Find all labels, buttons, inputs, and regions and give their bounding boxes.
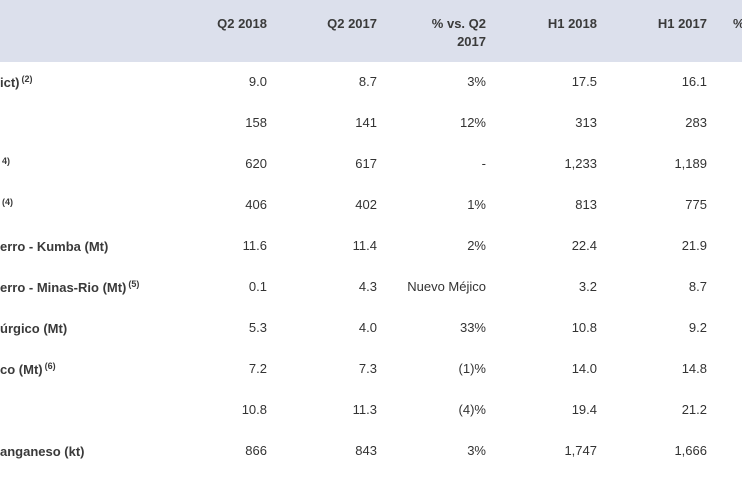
cell-pct-vs-q2: 3%: [467, 443, 486, 458]
cell-q2-2017: 4.0: [358, 320, 377, 335]
header-pct-vs-q2: % vs. Q2 2017: [432, 15, 486, 51]
cell-h1-2018: 10.8: [571, 320, 597, 335]
header-pct-vs-q2-line2: 2017: [457, 34, 486, 49]
cell-q2-2018: 866: [245, 443, 267, 458]
cell-q2-2017: 402: [355, 197, 377, 212]
header-h1-2017: H1 2017: [657, 16, 707, 31]
row-label-footnote: (6): [44, 361, 56, 371]
cell-pct-vs-q2: 12%: [459, 115, 486, 130]
cell-q2-2017: 7.3: [358, 361, 377, 376]
row-label-footnote: (2): [21, 74, 33, 84]
cell-pct-vs-q2: -: [481, 156, 486, 171]
row-label-footnote: (4): [2, 197, 13, 207]
row-label-footnote: 4): [2, 156, 11, 166]
cell-h1-2018: 813: [575, 197, 597, 212]
row-label: [0, 402, 2, 418]
cell-q2-2018: 10.8: [241, 402, 267, 417]
table-row: erro - Kumba (Mt) 11.6 11.4 2% 22.4 21.9: [0, 238, 742, 278]
row-label-text: erro - Kumba (Mt): [0, 239, 109, 254]
cell-pct-vs-q2: 3%: [467, 74, 486, 89]
row-label-text: úrgico (Mt): [0, 321, 68, 336]
cell-h1-2018: 3.2: [578, 279, 597, 294]
row-label: 4): [0, 156, 10, 172]
table-row: 4) 620 617 - 1,233 1,189: [0, 156, 742, 196]
cell-h1-2017: 16.1: [681, 74, 707, 89]
cell-q2-2017: 11.4: [352, 238, 377, 253]
cell-h1-2018: 14.0: [571, 361, 597, 376]
cell-q2-2018: 620: [245, 156, 267, 171]
table-row: ict) (2) 9.0 8.7 3% 17.5 16.1: [0, 74, 742, 114]
cell-h1-2017: 14.8: [681, 361, 707, 376]
table-header: Q2 2018 Q2 2017 % vs. Q2 2017 H1 2018 H1…: [0, 0, 742, 62]
cell-pct-vs-q2: (1)%: [458, 361, 486, 376]
cell-q2-2018: 11.6: [242, 238, 267, 253]
table-row: anganeso (kt) 866 843 3% 1,747 1,666: [0, 443, 742, 483]
row-label: [0, 115, 2, 131]
cell-q2-2018: 158: [245, 115, 267, 130]
header-pct-vs-h1: %: [733, 15, 742, 33]
row-label: erro - Kumba (Mt): [0, 238, 110, 254]
row-label-text: co (Mt): [0, 362, 43, 377]
row-label: erro - Minas-Rio (Mt) (5): [0, 279, 139, 295]
row-label-text: anganeso (kt): [0, 444, 85, 459]
cell-q2-2017: 4.3: [358, 279, 377, 294]
row-label: úrgico (Mt): [0, 320, 69, 336]
row-label: ict) (2): [0, 74, 33, 90]
row-label-text: ict): [0, 75, 20, 90]
cell-q2-2018: 406: [245, 197, 267, 212]
cell-h1-2017: 9.2: [688, 320, 707, 335]
cell-h1-2018: 17.5: [571, 74, 597, 89]
header-pct-vs-q2-line1: % vs. Q2: [431, 16, 486, 31]
cell-h1-2017: 21.9: [681, 238, 707, 253]
cell-q2-2017: 11.3: [352, 402, 377, 417]
cell-pct-vs-q2: Nuevo Méjico: [407, 279, 486, 294]
row-label-text: erro - Minas-Rio (Mt): [0, 280, 127, 295]
table-row: úrgico (Mt) 5.3 4.0 33% 10.8 9.2: [0, 320, 742, 360]
cell-q2-2018: 7.2: [248, 361, 267, 376]
cell-h1-2018: 1,233: [564, 156, 597, 171]
cell-h1-2018: 313: [575, 115, 597, 130]
table-row: erro - Minas-Rio (Mt) (5) 0.1 4.3 Nuevo Méji…: [0, 279, 742, 319]
cell-q2-2018: 0.1: [248, 279, 267, 294]
table-row: 158 141 12% 313 283: [0, 115, 742, 155]
header-h1-2018: H1 2018: [547, 16, 597, 31]
cell-h1-2017: 1,666: [674, 443, 707, 458]
header-q2-2017: Q2 2017: [327, 16, 377, 31]
cell-h1-2018: 1,747: [564, 443, 597, 458]
table-row: (4) 406 402 1% 813 775: [0, 197, 742, 237]
cell-q2-2018: 9.0: [248, 74, 267, 89]
cell-h1-2018: 19.4: [571, 402, 597, 417]
cell-pct-vs-q2: 2%: [467, 238, 486, 253]
cell-q2-2017: 8.7: [358, 74, 377, 89]
cell-pct-vs-q2: 33%: [459, 320, 486, 335]
cell-h1-2017: 283: [685, 115, 707, 130]
cell-pct-vs-q2: 1%: [467, 197, 486, 212]
row-label-footnote: (5): [128, 279, 140, 289]
cell-q2-2017: 843: [355, 443, 377, 458]
cell-pct-vs-q2: (4)%: [458, 402, 486, 417]
cell-q2-2018: 5.3: [248, 320, 267, 335]
cell-h1-2017: 21.2: [681, 402, 707, 417]
header-q2-2018: Q2 2018: [217, 16, 267, 31]
cell-q2-2017: 141: [355, 115, 377, 130]
table-row: co (Mt) (6) 7.2 7.3 (1)% 14.0 14.8: [0, 361, 742, 401]
table-row: 10.8 11.3 (4)% 19.4 21.2: [0, 402, 742, 442]
cell-h1-2017: 775: [685, 197, 707, 212]
row-label: (4): [0, 197, 13, 213]
cell-h1-2017: 8.7: [688, 279, 707, 294]
cell-h1-2018: 22.4: [571, 238, 597, 253]
cell-q2-2017: 617: [355, 156, 377, 171]
row-label: co (Mt) (6): [0, 361, 56, 377]
cell-h1-2017: 1,189: [674, 156, 707, 171]
row-label: anganeso (kt): [0, 443, 87, 459]
